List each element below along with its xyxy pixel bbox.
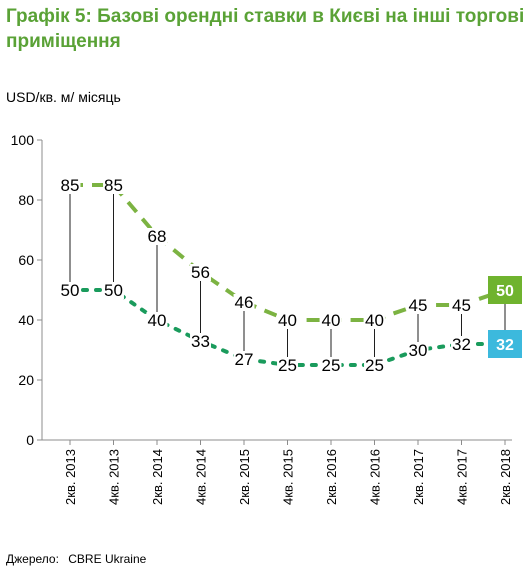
data-label-backdrop (277, 312, 298, 329)
x-tick-label: 4кв. 2015 (281, 449, 296, 505)
y-tick-label: 60 (18, 252, 34, 268)
x-tick-label: 2кв. 2014 (150, 449, 165, 505)
data-label: 25 (278, 356, 297, 375)
series-line-high (70, 183, 506, 322)
data-label: 45 (452, 296, 471, 315)
data-label-backdrop (190, 264, 211, 281)
high-value-badge (488, 276, 522, 304)
x-tick-label: 2кв. 2015 (237, 449, 252, 505)
x-tick-label: 4кв. 2016 (368, 449, 383, 505)
data-label: 85 (104, 176, 123, 195)
y-axis-unit-label: USD/кв. м/ місяць (6, 89, 121, 105)
x-tick-label: 2кв. 2018 (498, 449, 513, 505)
high-value-badge-label: 50 (496, 283, 514, 300)
data-label: 50 (61, 281, 80, 300)
data-label: 25 (365, 356, 384, 375)
y-tick-label: 40 (18, 312, 34, 328)
data-label-backdrop (103, 177, 124, 194)
data-label: 40 (322, 311, 341, 330)
data-label: 25 (322, 356, 341, 375)
data-label-backdrop (233, 351, 255, 368)
data-label-backdrop (59, 282, 81, 299)
low-value-badge (488, 330, 522, 358)
data-label-backdrop (277, 357, 298, 374)
source-value: CBRE Ukraine (68, 552, 147, 566)
chart-title: Графік 5: Базові орендні ставки в Києві … (6, 6, 525, 52)
source-label: Джерело: (6, 552, 59, 566)
data-labels: 85 50 85 50 68 40 56 33 46 27 40 25 40 25 40 25 45 30 45 32… (59, 176, 522, 375)
y-axis: 0 20 40 60 80 100 (11, 132, 43, 448)
x-tick-label: 4кв. 2017 (455, 449, 470, 505)
data-label: 40 (278, 311, 297, 330)
data-label-backdrop (59, 177, 81, 194)
low-value-badge-label: 32 (496, 337, 514, 354)
data-label: 85 (61, 176, 80, 195)
x-tick-label: 4кв. 2013 (107, 449, 122, 505)
y-tick-label: 20 (18, 372, 34, 388)
data-label: 40 (365, 311, 384, 330)
x-tick-label: 4кв. 2014 (194, 449, 209, 505)
data-label: 27 (235, 350, 254, 369)
data-label: 50 (104, 281, 123, 300)
data-label: 56 (191, 263, 210, 282)
data-label-backdrop (451, 297, 472, 314)
data-label: 32 (452, 335, 471, 354)
rent-rates-chart: 0 20 40 60 80 100 2кв. 2013 4кв. 2013 2кв. 2014… (11, 132, 522, 505)
data-label: 30 (409, 341, 428, 360)
source-note: Джерело: CBRE Ukraine (6, 552, 152, 566)
data-label-backdrop (320, 312, 342, 329)
x-tick-label: 2кв. 2016 (324, 449, 339, 505)
data-label-backdrop (364, 312, 385, 329)
x-axis: 2кв. 2013 4кв. 2013 2кв. 2014 4кв. 2014 2кв.… (42, 439, 513, 505)
data-label-backdrop (364, 357, 385, 374)
data-label: 40 (148, 311, 167, 330)
data-label: 46 (235, 293, 254, 312)
data-label: 33 (191, 332, 210, 351)
data-label-backdrop (407, 297, 429, 314)
data-label-backdrop (146, 312, 168, 329)
x-tick-label: 2кв. 2013 (63, 449, 78, 505)
y-tick-label: 0 (26, 432, 34, 448)
data-label-backdrop (103, 282, 124, 299)
y-tick-label: 100 (11, 132, 35, 148)
x-tick-label: 2кв. 2017 (411, 449, 426, 505)
data-label: 68 (148, 227, 167, 246)
data-label-backdrop (320, 357, 342, 374)
data-label-backdrop (451, 336, 472, 353)
data-label-backdrop (233, 294, 255, 311)
y-tick-label: 80 (18, 192, 34, 208)
data-label-backdrop (190, 333, 211, 350)
data-label-backdrop (146, 228, 168, 245)
data-label: 45 (409, 296, 428, 315)
data-label-backdrop (407, 342, 429, 359)
